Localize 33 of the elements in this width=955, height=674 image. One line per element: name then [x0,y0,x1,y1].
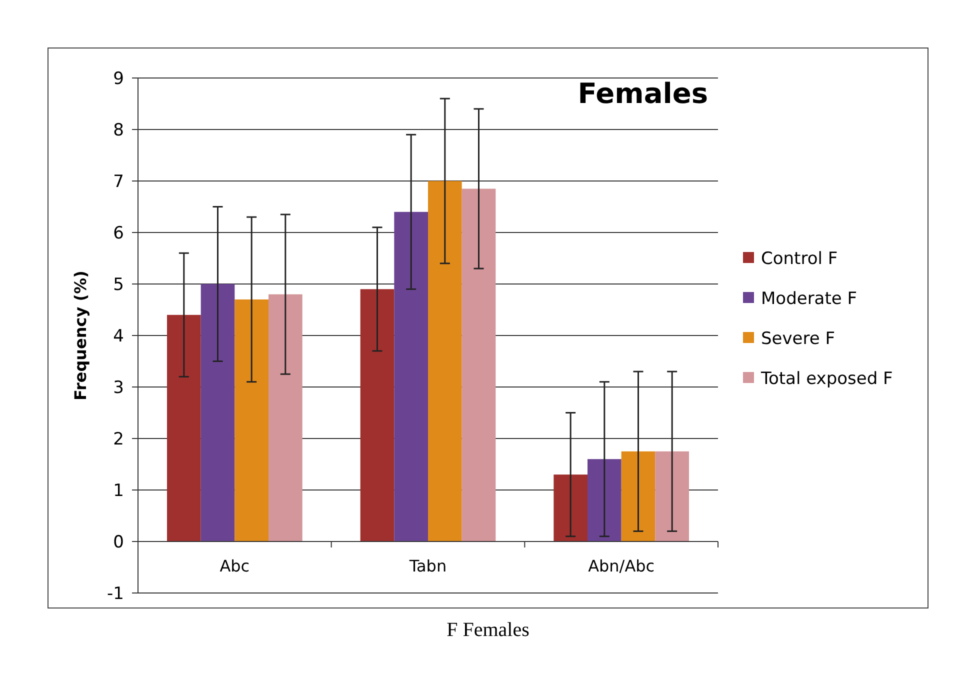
y-tick-label: 1 [113,480,124,501]
bar [554,474,588,542]
bar [394,212,428,542]
y-tick-label: 4 [113,326,124,346]
y-axis-title: Frequency (%) [71,270,90,400]
bar [167,314,201,542]
y-tick-label: 7 [113,172,124,192]
y-tick-label: 6 [113,223,124,244]
text: F Females [446,619,530,641]
y-tick-label: 3 [113,378,124,398]
bar [621,451,656,542]
legend-label: Moderate F [761,288,858,309]
legend-label: Severe F [761,328,836,349]
x-tick-label: Tabn [408,556,447,576]
legend-label: Control F [761,248,838,269]
y-tick-label: 8 [113,120,124,140]
bar [462,188,496,542]
y-tick-label: 0 [113,532,124,552]
bar [268,294,302,542]
y-tick-label: 5 [113,274,124,295]
chart-title: Females [578,77,708,110]
x-tick-label: Abc [220,556,250,576]
bar [588,459,622,542]
legend-label: Total exposed F [760,368,893,389]
y-tick-label: 9 [113,68,124,89]
bar [655,451,689,542]
y-tick-label: 2 [113,429,124,450]
bar [200,284,235,542]
y-tick-label: -1 [107,584,124,604]
bar [234,299,268,542]
x-tick-label: Abn/Abc [588,556,655,576]
bar [428,181,462,542]
bar [360,289,394,542]
